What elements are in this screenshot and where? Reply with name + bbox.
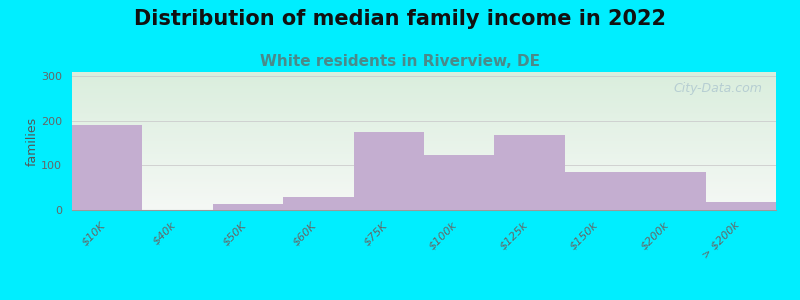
Y-axis label: families: families — [26, 116, 38, 166]
Text: Distribution of median family income in 2022: Distribution of median family income in … — [134, 9, 666, 29]
Bar — [706, 202, 776, 210]
Text: City-Data.com: City-Data.com — [673, 82, 762, 95]
Bar — [283, 196, 354, 210]
Bar — [635, 172, 706, 210]
Text: White residents in Riverview, DE: White residents in Riverview, DE — [260, 54, 540, 69]
Bar — [213, 204, 283, 210]
Bar — [424, 155, 494, 210]
Bar — [354, 132, 424, 210]
Bar — [72, 125, 142, 210]
Bar — [565, 172, 635, 210]
Bar — [494, 135, 565, 210]
